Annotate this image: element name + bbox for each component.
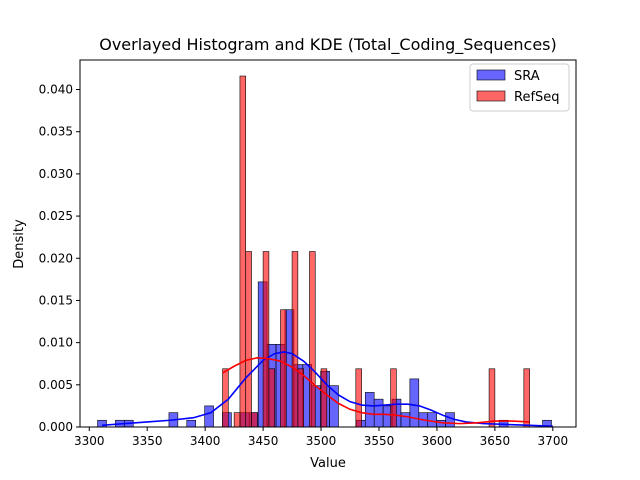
x-tick-label-5: 3550 (364, 434, 395, 448)
x-tick-label-0: 3300 (74, 434, 105, 448)
legend: SRA RefSeq (469, 63, 570, 112)
bar-sra-23 (400, 412, 411, 428)
x-tick-label-8: 3700 (538, 434, 569, 448)
legend-label-refseq: RefSeq (514, 90, 560, 105)
bar-refseq-6 (268, 368, 275, 428)
bar-refseq-12 (355, 368, 362, 428)
x-tick-label-7: 3650 (480, 434, 511, 448)
bar-sra-26 (427, 412, 437, 428)
bar-sra-20 (373, 398, 384, 428)
y-tick-label-8: 0.040 (39, 83, 73, 97)
bar-sra-5 (204, 405, 214, 428)
bar-sra-24 (409, 378, 420, 428)
bar-sra-4 (186, 419, 197, 428)
bar-refseq-0 (222, 368, 229, 428)
kde-line-sra (101, 351, 553, 427)
y-tick-label-4: 0.020 (39, 251, 73, 265)
bar-refseq-5 (262, 251, 270, 428)
x-tick-label-4: 3500 (306, 434, 337, 448)
y-tick-label-0: 0.000 (39, 420, 73, 434)
y-tick-label-7: 0.035 (39, 125, 73, 139)
y-tick-label-5: 0.025 (39, 209, 73, 223)
x-tick-label-2: 3400 (190, 434, 221, 448)
legend-label-sra: SRA (514, 69, 540, 84)
bar-refseq-14 (488, 368, 496, 428)
y-tick-label-6: 0.030 (39, 167, 73, 181)
kde-line-refseq (222, 357, 530, 425)
x-tick-label-3: 3450 (248, 434, 279, 448)
legend-swatch-sra (476, 69, 506, 81)
chart-title: Overlayed Histogram and KDE (Total_Codin… (99, 35, 557, 55)
x-tick-label-1: 3350 (132, 434, 163, 448)
bar-refseq-13 (390, 368, 397, 428)
bar-sra-0 (97, 419, 107, 428)
bar-refseq-4 (251, 412, 258, 428)
y-axis-label: Density (12, 219, 27, 269)
bar-refseq-1 (233, 412, 241, 428)
bar-refseq-9 (297, 368, 304, 428)
bar-refseq-11 (320, 368, 328, 428)
bar-refseq-3 (245, 251, 252, 428)
y-tick-label-2: 0.010 (39, 336, 73, 350)
bar-refseq-2 (239, 75, 247, 428)
y-tick-label-1: 0.005 (39, 378, 73, 392)
bar-refseq-7 (280, 309, 287, 428)
bar-sra-19 (364, 392, 375, 428)
bar-refseq-10 (309, 251, 316, 428)
plot-area: 3300 3350 3400 3450 3500 3550 3600 3650 3700 0.00… (39, 59, 577, 448)
y-tick-label-3: 0.015 (39, 293, 73, 307)
bar-refseq-8 (291, 251, 299, 428)
x-tick-label-6: 3600 (422, 434, 453, 448)
legend-swatch-refseq (476, 90, 506, 102)
bar-refseq-15 (523, 368, 530, 428)
axes-frame (79, 59, 577, 428)
x-axis-label: Value (310, 456, 346, 471)
